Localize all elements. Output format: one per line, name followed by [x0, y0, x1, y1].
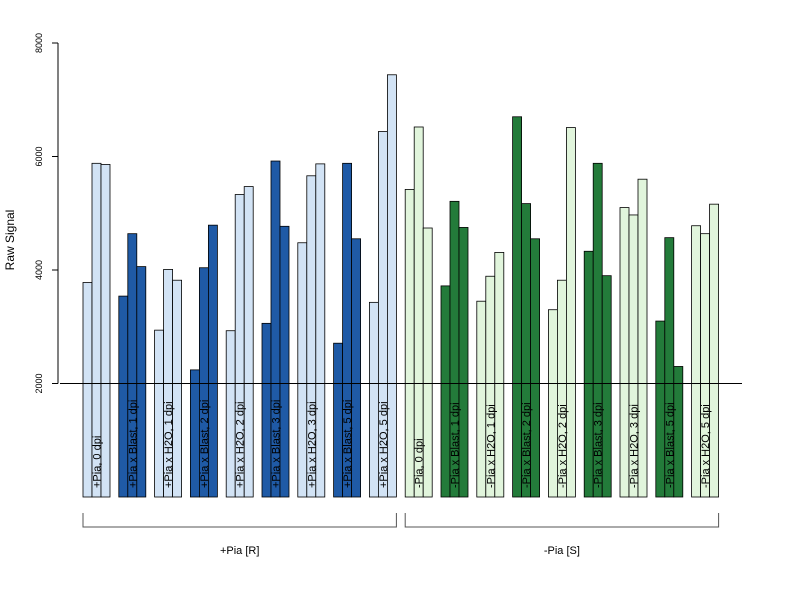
bar [172, 279, 183, 498]
category-label: -Pia x Blast, 2 dpi [521, 402, 533, 488]
category-label: +Pia x H2O, 1 dpi [163, 401, 175, 488]
bar [136, 266, 147, 498]
bar [243, 186, 254, 498]
bar [207, 224, 218, 498]
bar [386, 74, 397, 498]
bar [601, 275, 612, 498]
group-bracket [82, 513, 397, 528]
category-label: +Pia x Blast, 5 dpi [342, 400, 354, 488]
category-label: -Pia, 0 dpi [414, 438, 426, 488]
category-label: +Pia x H2O, 2 dpi [235, 401, 247, 488]
category-label: +Pia, 0 dpi [92, 436, 104, 488]
category-label: +Pia x Blast, 3 dpi [271, 400, 283, 488]
bar-labels: +Pia, 0 dpi +Pia x Blast, 1 dpi +Pia x H2O… [92, 400, 713, 488]
bar [315, 163, 326, 498]
category-label: -Pia x Blast, 3 dpi [593, 402, 605, 488]
bar [422, 227, 433, 498]
bar [709, 203, 719, 498]
category-label: -Pia x Blast, 5 dpi [664, 402, 676, 488]
bar [279, 225, 290, 498]
bar [673, 366, 684, 498]
category-label: +Pia x H2O, 3 dpi [306, 401, 318, 488]
category-label: -Pia x H2O, 5 dpi [700, 404, 712, 488]
bar [494, 252, 505, 498]
y-tick-label: 2000 [34, 373, 44, 393]
bar [637, 178, 648, 498]
y-axis-label: Raw Signal [3, 210, 17, 271]
category-label: -Pia x H2O, 1 dpi [485, 404, 497, 488]
category-label: +Pia x Blast, 1 dpi [127, 400, 139, 488]
group-label: +Pia [R] [220, 545, 259, 557]
category-label: +Pia x H2O, 5 dpi [378, 401, 390, 488]
y-tick-label: 8000 [34, 33, 44, 53]
y-axis: 2000 4000 6000 8000 [34, 33, 59, 394]
bar [566, 127, 576, 498]
bars [82, 74, 719, 498]
group-bracket [404, 513, 720, 528]
bar [351, 238, 362, 498]
bar [530, 238, 540, 498]
category-label: -Pia x H2O, 2 dpi [557, 404, 569, 488]
category-label: -Pia x Blast, 1 dpi [450, 402, 462, 488]
group-label: -Pia [S] [544, 545, 580, 557]
y-tick-label: 4000 [34, 260, 44, 280]
y-tick-label: 6000 [34, 146, 44, 166]
bar [100, 164, 111, 498]
bar [458, 227, 469, 498]
category-label: +Pia x Blast, 2 dpi [199, 400, 211, 488]
group-brackets: +Pia [R] -Pia [S] [82, 513, 720, 557]
category-label: -Pia x H2O, 3 dpi [629, 404, 641, 488]
